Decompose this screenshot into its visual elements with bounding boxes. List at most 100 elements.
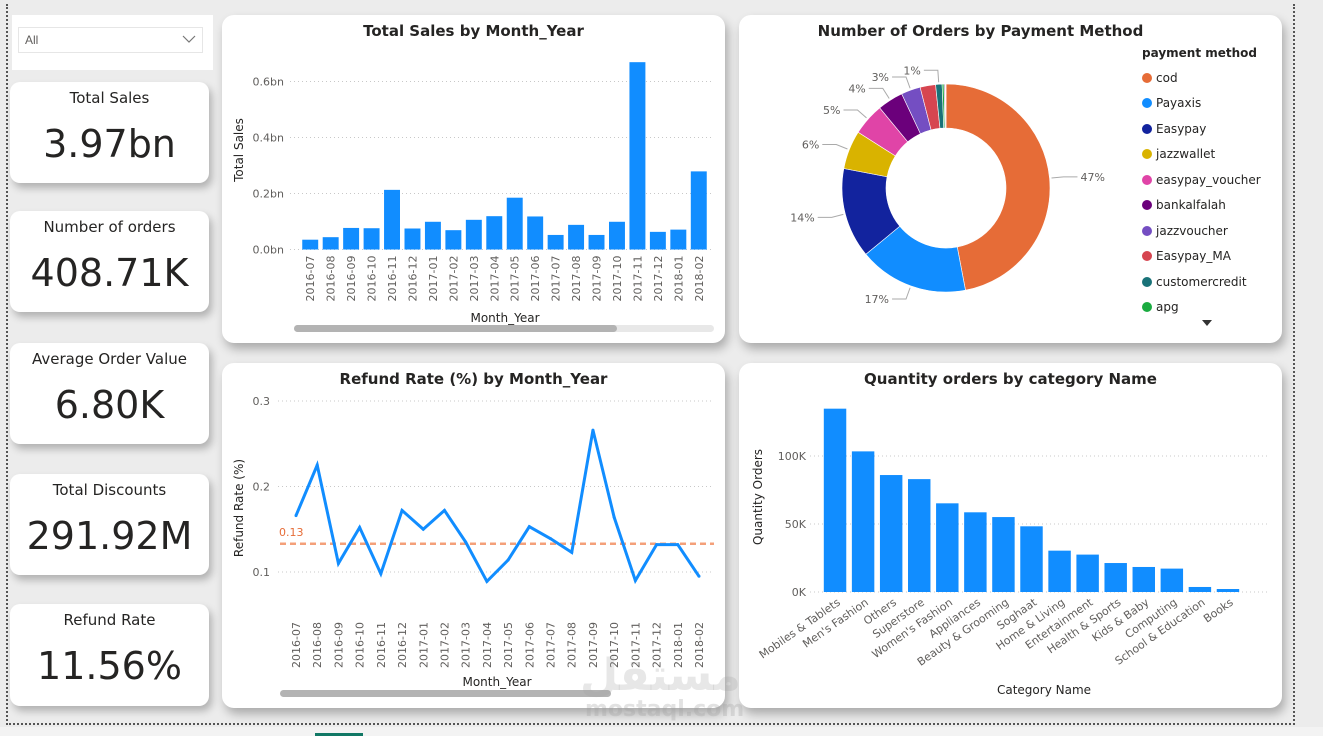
- slice-other-2: [945, 83, 947, 129]
- legend-item-bankalfalah[interactable]: bankalfalah: [1142, 193, 1282, 219]
- data-point-2017-10: [612, 515, 616, 519]
- page-tabs-strip: [0, 727, 1323, 736]
- filter-selected-value: All: [25, 33, 39, 47]
- bar-2016-09: [343, 227, 360, 250]
- kpi-label: Total Sales: [69, 89, 150, 107]
- legend-item-jazzvoucher[interactable]: jazzvoucher: [1142, 218, 1282, 244]
- x-axis-title: Month_Year: [470, 311, 539, 325]
- slice-data-label: 1%: [903, 64, 920, 77]
- x-tick-label: 2016-07: [304, 256, 317, 302]
- scrollbar-thumb[interactable]: [294, 325, 618, 332]
- legend-item-Easypay_MA[interactable]: Easypay_MA: [1142, 244, 1282, 270]
- leader-line: [822, 144, 848, 150]
- x-tick-label: 2016-11: [386, 256, 399, 302]
- data-point-2017-05: [506, 558, 510, 562]
- x-tick-label: 2017-02: [438, 622, 451, 668]
- filter-dropdown[interactable]: All: [18, 27, 203, 53]
- leader-line: [892, 76, 911, 89]
- x-tick-label: 2016-12: [396, 622, 409, 668]
- slice-data-label: 17%: [865, 293, 889, 306]
- legend-item-Easypay[interactable]: Easypay: [1142, 116, 1282, 142]
- sales-chart-scrollbar[interactable]: [294, 325, 714, 332]
- slice-data-label: 14%: [790, 211, 814, 224]
- bar-category: [1132, 566, 1155, 592]
- x-tick-label: 2016-12: [406, 256, 419, 302]
- data-point-2016-10: [358, 526, 362, 530]
- legend-item-Payaxis[interactable]: Payaxis: [1142, 91, 1282, 117]
- legend-item-easypay_voucher[interactable]: easypay_voucher: [1142, 167, 1282, 193]
- bar-category: [1020, 526, 1043, 592]
- leader-line: [843, 109, 867, 119]
- slice-data-label: 5%: [823, 104, 840, 117]
- kpi-card-total-discounts: Total Discounts 291.92M: [10, 474, 209, 575]
- legend-title: payment method: [1142, 46, 1257, 60]
- leader-line: [1051, 176, 1078, 179]
- bar-category: [1076, 554, 1099, 592]
- x-tick-label: 2017-06: [523, 622, 536, 668]
- bar-category: [964, 512, 987, 592]
- y-axis-title: Total Sales: [232, 118, 246, 183]
- bar-category: [1188, 586, 1212, 592]
- x-tick-label: 2017-09: [591, 256, 604, 302]
- legend-item-cod[interactable]: cod: [1142, 65, 1282, 91]
- kpi-card-number-of-orders: Number of orders 408.71K: [10, 211, 209, 312]
- legend-dot-icon: [1142, 276, 1152, 287]
- data-point-2017-03: [464, 540, 468, 544]
- data-point-2017-02: [442, 508, 446, 512]
- chevron-down-icon: [182, 35, 196, 43]
- x-tick-label: 2016-07: [290, 622, 303, 668]
- scrollbar-thumb[interactable]: [280, 690, 612, 697]
- x-tick-label: 2017-07: [545, 622, 558, 668]
- slice-data-label: 4%: [848, 82, 865, 95]
- bar-category: [992, 517, 1015, 592]
- bar-2016-10: [363, 228, 380, 250]
- bar-category: [1160, 568, 1184, 592]
- y-tick-label: 100K: [778, 450, 807, 463]
- kpi-label: Total Discounts: [52, 481, 167, 499]
- y-tick-label: 0.4bn: [253, 132, 284, 145]
- bar-category: [1216, 589, 1240, 592]
- kpi-value: 11.56%: [37, 644, 182, 688]
- data-point-2017-07: [549, 537, 553, 541]
- kpi-value: 291.92M: [26, 514, 193, 558]
- x-tick-label: 2016-09: [332, 622, 345, 668]
- chart-title: Number of Orders by Payment Method: [817, 22, 1144, 40]
- legend-item-customercredit[interactable]: customercredit: [1142, 269, 1282, 295]
- bar-category: [879, 475, 903, 592]
- x-tick-label: 2017-12: [651, 622, 664, 668]
- x-axis-title: Category Name: [997, 683, 1091, 697]
- slice-data-label: 47%: [1080, 171, 1104, 184]
- y-tick-label: 0.6bn: [253, 76, 284, 89]
- bar-2017-09: [588, 234, 605, 250]
- legend-dot-icon: [1142, 72, 1152, 83]
- y-tick-label: 0.3: [253, 395, 271, 408]
- legend-item-apg[interactable]: apg: [1142, 295, 1282, 321]
- x-tick-label: 2017-05: [509, 256, 522, 302]
- x-tick-label: 2017-06: [529, 256, 542, 302]
- active-page-tab-indicator[interactable]: [315, 733, 363, 736]
- x-tick-label: 2018-01: [672, 622, 685, 668]
- bar-category: [1048, 550, 1071, 592]
- x-tick-label: 2017-03: [468, 256, 481, 302]
- legend-item-jazzwallet[interactable]: jazzwallet: [1142, 142, 1282, 168]
- data-point-2016-08: [315, 463, 319, 467]
- legend-more-arrow-icon[interactable]: [1202, 320, 1212, 326]
- bar-2016-12: [404, 228, 421, 250]
- x-tick-label: 2016-08: [325, 256, 338, 302]
- legend-label: Easypay: [1156, 121, 1207, 136]
- bar-2017-04: [486, 216, 503, 250]
- x-tick-label: 2016-08: [311, 622, 324, 668]
- data-point-2017-12: [655, 543, 659, 547]
- bar-category: [823, 408, 847, 592]
- leader-line: [892, 287, 911, 300]
- legend-label: Easypay_MA: [1156, 249, 1231, 264]
- bar-2016-08: [322, 237, 339, 250]
- x-tick-label: 2017-02: [447, 256, 460, 302]
- slice-data-label: 3%: [872, 71, 889, 84]
- data-point-2016-07: [294, 514, 298, 518]
- refund-chart-scrollbar[interactable]: [280, 690, 710, 697]
- y-tick-label: 0K: [792, 586, 807, 599]
